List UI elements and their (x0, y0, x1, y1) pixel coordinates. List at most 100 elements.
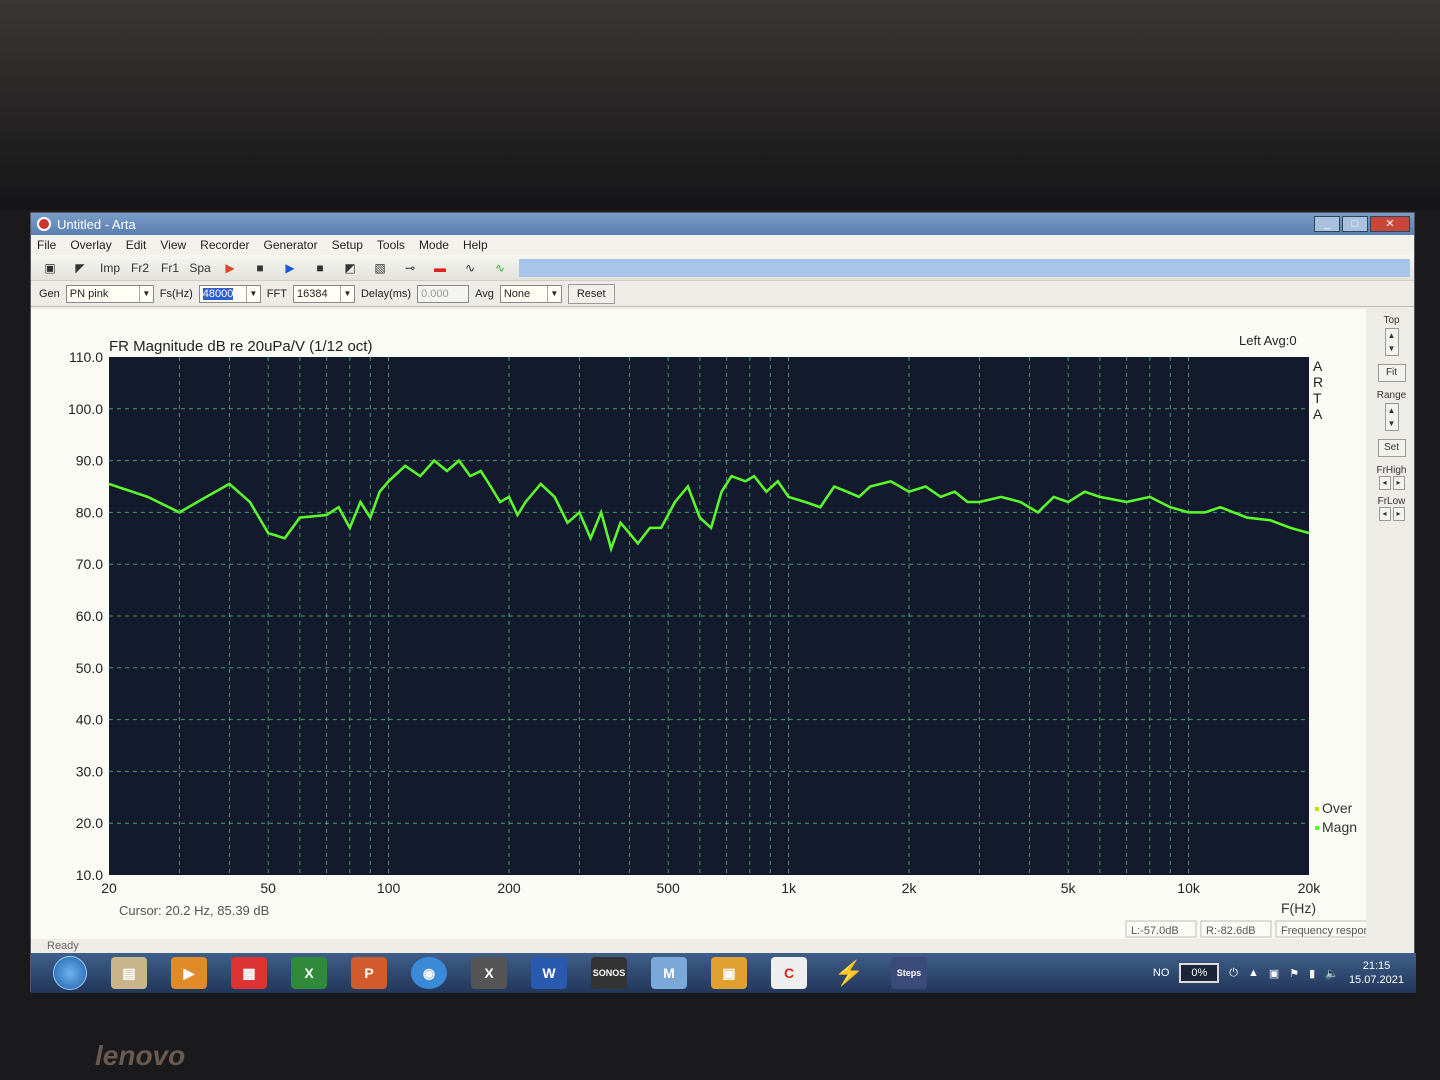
arta-logo-letter: A (1313, 358, 1323, 374)
battery-indicator[interactable]: 0% (1179, 963, 1220, 983)
toolbar-spacer (519, 258, 1410, 277)
menu-tools[interactable]: Tools (376, 238, 405, 252)
device-icon[interactable]: ▮ (1309, 967, 1316, 980)
top-spinner[interactable]: ▲ ▼ (1384, 328, 1399, 356)
lightning-icon[interactable]: ⚡ (834, 959, 864, 987)
fs-value: 48000 (202, 287, 234, 300)
chevron-down-icon: ▼ (546, 285, 561, 302)
x-tick-label: 100 (377, 880, 401, 896)
start-button[interactable] (53, 956, 87, 990)
arrow-left-icon[interactable]: ◂ (1378, 476, 1391, 490)
new-file-icon[interactable]: ▣ (44, 260, 56, 275)
arrow-right-icon[interactable]: ▸ (1392, 507, 1405, 521)
ccleaner-icon[interactable]: C (771, 957, 807, 989)
spa-mode-button[interactable]: Spa (189, 260, 211, 275)
fft-label: FFT (266, 287, 287, 300)
x-tick-label: 20k (1298, 880, 1322, 896)
color-bar-icon[interactable]: ▬ (434, 260, 446, 275)
powerpoint-icon[interactable]: P (351, 957, 387, 989)
fs-label: Fs(Hz) (159, 287, 193, 300)
menu-view[interactable]: View (160, 238, 187, 252)
fit-button[interactable]: Fit (1377, 364, 1406, 382)
range-spinner[interactable]: ▲ ▼ (1384, 403, 1399, 431)
menu-recorder[interactable]: Recorder (200, 238, 250, 252)
office-icon[interactable]: ▦ (231, 957, 267, 989)
record-stop-icon[interactable]: ■ (256, 260, 264, 275)
menu-generator[interactable]: Generator (263, 238, 318, 252)
reset-button[interactable]: Reset (567, 283, 615, 304)
y-tick-label: 110.0 (69, 349, 103, 365)
maximize-button[interactable]: □ (1342, 216, 1368, 232)
folder-icon[interactable]: ▣ (711, 957, 747, 989)
scope-icon[interactable]: ∿ (494, 260, 506, 275)
x-axis-label: F(Hz) (1281, 900, 1316, 916)
avg-select[interactable]: None ▼ (499, 284, 562, 303)
word-icon[interactable]: W (531, 957, 567, 989)
probe-icon[interactable]: ⊸ (404, 260, 416, 275)
y-tick-label: 30.0 (76, 763, 103, 779)
frlow-arrows[interactable]: ◂ ▸ (1369, 507, 1414, 521)
set-button[interactable]: Set (1377, 439, 1406, 457)
volume-icon[interactable]: 🔈 (1325, 967, 1339, 980)
excel-icon[interactable]: X (291, 957, 327, 989)
arrow-left-icon[interactable]: ◂ (1378, 507, 1391, 521)
y-tick-label: 10.0 (76, 867, 103, 883)
generator-icon[interactable]: ∿ (464, 260, 476, 275)
r-level-box (1200, 920, 1272, 938)
menu-overlay[interactable]: Overlay (70, 238, 112, 252)
label-icon[interactable]: ◩ (344, 260, 356, 275)
menu-file[interactable]: File (37, 238, 57, 252)
frequency-response-chart[interactable]: 10.0 20.0 30.0 40.0 50.0 60.0 70.0 80.0 90.0 100.… (31, 309, 1412, 939)
action-center-flag-icon[interactable]: ⚑ (1289, 967, 1300, 980)
menu-mode[interactable]: Mode (418, 238, 449, 252)
power-plug-icon[interactable]: ⏻ (1229, 966, 1238, 979)
y-tick-label: 70.0 (76, 556, 103, 572)
sonos-icon[interactable]: SONOS (591, 957, 627, 989)
steps-icon[interactable]: Steps (891, 957, 927, 989)
toolbar: ▣ ◤ Imp Fr2 Fr1 Spa ▶ ■ ▶ ■ ◩ ▧ ⊸ ▬ ∿ ∿ (31, 255, 1414, 281)
x-tick-label: 500 (656, 880, 680, 896)
language-indicator[interactable]: NO (1152, 967, 1170, 979)
media-center-icon[interactable]: ◉ (411, 957, 447, 989)
record-play-icon[interactable]: ▶ (225, 260, 235, 275)
close-button[interactable]: ✕ (1370, 216, 1410, 232)
y-tick-label: 100.0 (68, 401, 103, 417)
fft-select[interactable]: 16384 ▼ (292, 284, 355, 303)
arta-window: Untitled - Arta _ □ ✕ File Overlay Edit … (30, 212, 1416, 993)
app-icon[interactable]: M (651, 957, 687, 989)
right-control-panel: Top ▲ ▼ Fit Range ▲ ▼ Set FrHigh ◂ ▸ FrLow … (1369, 309, 1414, 939)
gen-select[interactable]: PN pink ▼ (65, 284, 154, 303)
open-icon[interactable]: ◤ (75, 260, 85, 275)
arta-taskbar-icon[interactable]: X (471, 957, 507, 989)
minimize-button[interactable]: _ (1314, 216, 1340, 232)
x-tick-label: 50 (260, 880, 276, 896)
explorer-icon[interactable]: ▤ (111, 957, 147, 989)
delay-input[interactable]: 0.000 (417, 284, 470, 303)
play-icon[interactable]: ▶ (285, 260, 295, 275)
hatch-icon[interactable]: ▧ (374, 260, 386, 275)
magnitude-curve (108, 458, 1310, 553)
clock-time: 21:15 (1362, 960, 1391, 972)
stop-icon[interactable]: ■ (316, 260, 324, 275)
taskbar: ▤ ▶ ▦ X P ◉ X W SONOS M ▣ C ⚡ Steps NO 0… (31, 953, 1416, 993)
menu-edit[interactable]: Edit (125, 238, 147, 252)
fr1-mode-button[interactable]: Fr1 (161, 260, 179, 275)
menu-setup[interactable]: Setup (331, 238, 363, 252)
imp-mode-button[interactable]: Imp (99, 260, 120, 275)
avg-value: None (503, 287, 531, 300)
clock[interactable]: 21:15 15.07.2021 (1349, 959, 1404, 987)
menu-help[interactable]: Help (462, 238, 488, 252)
fs-select[interactable]: 48000 ▼ (198, 284, 261, 303)
menu-bar: File Overlay Edit View Recorder Generato… (31, 235, 1414, 255)
x-tick-label: 5k (1061, 880, 1077, 896)
fr2-mode-button[interactable]: Fr2 (131, 260, 149, 275)
media-player-icon[interactable]: ▶ (171, 957, 207, 989)
legend-label-magn: Magn (1322, 819, 1357, 835)
tray-expand-icon[interactable]: ▲ (1248, 967, 1259, 979)
network-icon[interactable]: ▣ (1268, 967, 1280, 980)
frhigh-arrows[interactable]: ◂ ▸ (1369, 476, 1414, 490)
x-tick-label: 200 (497, 880, 521, 896)
arrow-right-icon[interactable]: ▸ (1392, 476, 1405, 490)
avg-label: Avg (475, 287, 494, 300)
y-tick-label: 80.0 (76, 504, 103, 520)
